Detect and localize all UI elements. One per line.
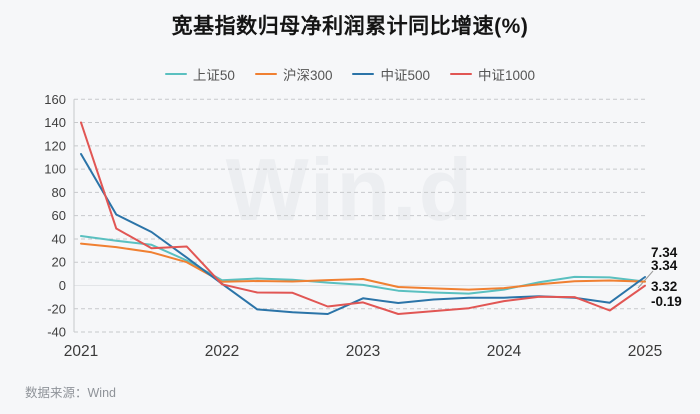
y-axis-tick-label: 160: [44, 92, 66, 107]
x-axis-tick-label: 2023: [346, 343, 380, 360]
data-source-label: 数据来源：Wind: [25, 386, 116, 400]
legend-item-中证500[interactable]: 中证500: [352, 64, 430, 84]
legend-item-沪深300[interactable]: 沪深300: [254, 64, 333, 84]
legend-line-swatch: [352, 72, 375, 76]
end-value-label: 3.34: [651, 258, 678, 273]
legend-item-中证1000[interactable]: 中证1000: [450, 64, 535, 84]
legend-label: 中证500: [380, 68, 431, 83]
y-axis-tick-label: 120: [44, 138, 66, 153]
y-axis-tick-label: -40: [47, 325, 66, 340]
legend-label: 上证50: [192, 68, 235, 83]
x-axis-tick-label: 2025: [628, 343, 662, 360]
end-label-leader-line: [637, 270, 654, 289]
y-axis-tick-label: 140: [44, 115, 66, 130]
chart-title: 宽基指数归母净利润累计同比增速(%): [171, 15, 529, 38]
end-value-label: -0.19: [651, 294, 682, 309]
y-axis-tick-label: -20: [47, 301, 66, 316]
y-axis-tick-label: 20: [52, 255, 66, 270]
legend-line-swatch: [164, 72, 187, 76]
legend-item-上证50[interactable]: 上证50: [164, 64, 235, 84]
legend-line-swatch: [254, 72, 277, 76]
end-value-label: 7.34: [651, 245, 678, 260]
legend: 上证50 沪深300 中证500 中证1000: [0, 64, 700, 84]
legend-label: 中证1000: [478, 68, 536, 83]
y-axis-tick-label: 80: [52, 185, 66, 200]
legend-label: 沪深300: [282, 68, 333, 83]
series-line-中证1000: [80, 121, 646, 315]
y-axis-tick-label: 60: [52, 208, 66, 223]
y-axis-tick-label: 100: [44, 162, 66, 177]
series-line-中证500: [80, 153, 646, 315]
y-axis-tick-label: 40: [52, 231, 66, 246]
y-axis-tick-label: 0: [59, 278, 66, 293]
x-axis-tick-label: 2021: [64, 343, 98, 360]
legend-line-swatch: [450, 72, 473, 76]
wind-watermark: Win.d: [225, 140, 475, 239]
series-line-上证50: [80, 235, 646, 295]
x-axis-tick-label: 2024: [487, 343, 522, 360]
series-line-沪深300: [80, 242, 646, 291]
end-value-label: 3.32: [651, 279, 677, 294]
x-axis-tick-label: 2022: [205, 343, 239, 360]
